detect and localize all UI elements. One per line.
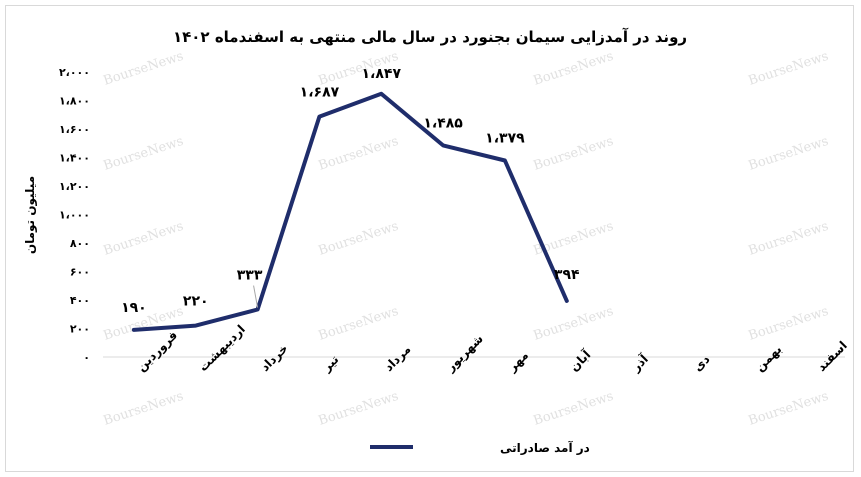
chart-frame: [5, 5, 854, 472]
x-tick-label: مرداد: [381, 342, 413, 374]
data-label: ۱،۳۷۹: [485, 130, 525, 146]
y-tick-label: ۰: [83, 351, 90, 364]
y-tick-label: ۸۰۰: [70, 237, 90, 250]
watermark-text: BourseNews: [747, 304, 831, 344]
y-tick-label: ۱،۶۰۰: [59, 123, 90, 136]
data-label: ۱،۸۴۷: [362, 66, 402, 82]
y-tick-label: ۱،۲۰۰: [59, 180, 90, 193]
y-tick-label: ۲۰۰: [70, 323, 90, 336]
watermark-text: BourseNews: [317, 219, 401, 259]
watermark-text: BourseNews: [102, 389, 186, 429]
watermark-text: BourseNews: [747, 219, 831, 259]
x-axis-ticks: فروردین اردیبهشت خرداد تیر مرداد شهریور مهر آبا…: [134, 322, 850, 375]
watermark-text: BourseNews: [747, 389, 831, 429]
x-tick-label: آذر: [627, 351, 651, 375]
x-tick-label: شهریور: [443, 332, 487, 376]
watermark-layer: BourseNews BourseNews BourseNews BourseNews…: [102, 49, 831, 429]
watermark-text: BourseNews: [102, 134, 186, 174]
watermark-text: BourseNews: [747, 134, 831, 174]
data-label: ۱،۴۸۵: [423, 115, 463, 131]
y-tick-label: ۱،۴۰۰: [59, 152, 90, 165]
y-tick-label: ۱،۸۰۰: [59, 95, 90, 108]
x-tick-label: فروردین: [134, 328, 181, 375]
watermark-text: BourseNews: [532, 134, 616, 174]
y-axis-label: میلیون تومان: [23, 176, 38, 254]
watermark-text: BourseNews: [317, 304, 401, 344]
x-tick-label: آبان: [566, 346, 594, 374]
data-label: ۳۳۳: [237, 268, 263, 284]
x-tick-label: خرداد: [258, 341, 291, 374]
y-tick-label: ۲،۰۰۰: [59, 66, 90, 79]
data-label-leader: [253, 285, 259, 308]
legend: در آمد صادراتی: [370, 440, 590, 455]
watermark-text: BourseNews: [102, 49, 186, 89]
y-tick-label: ۴۰۰: [70, 294, 90, 307]
y-axis-ticks: ۰ ۲۰۰ ۴۰۰ ۶۰۰ ۸۰۰ ۱،۰۰۰ ۱،۲۰۰ ۱،۴۰۰ ۱،۶۰۰ ۱،۸۰۰ ۲،…: [59, 66, 90, 364]
x-tick-label: بهمن: [752, 342, 784, 374]
x-tick-label: دی: [691, 352, 713, 374]
data-labels: ۱۹۰ ۲۲۰ ۳۳۳ ۱،۶۸۷ ۱،۸۴۷ ۱،۴۸۵ ۱،۳۷۹ ۳۹۴: [121, 66, 580, 316]
series-line: [131, 91, 569, 332]
watermark-text: BourseNews: [532, 389, 616, 429]
chart-title: روند در آمدزایی سیمان بجنورد در سال مالی…: [173, 28, 687, 46]
watermark-text: BourseNews: [102, 219, 186, 259]
y-tick-label: ۱،۰۰۰: [59, 209, 90, 222]
data-label: ۳۹۴: [554, 267, 580, 283]
y-tick-label: ۶۰۰: [70, 266, 90, 279]
legend-label: در آمد صادراتی: [500, 440, 590, 455]
watermark-text: BourseNews: [532, 49, 616, 89]
data-label: ۱۹۰: [121, 300, 147, 316]
watermark-text: BourseNews: [532, 304, 616, 344]
x-tick-label: اردیبهشت: [196, 322, 248, 374]
data-label: ۲۲۰: [183, 294, 209, 310]
x-tick-label: مهر: [504, 348, 531, 375]
watermark-text: BourseNews: [317, 389, 401, 429]
x-tick-label: تیر: [319, 352, 342, 375]
watermark-text: BourseNews: [317, 134, 401, 174]
data-label: ۱،۶۸۷: [300, 85, 340, 101]
watermark-text: BourseNews: [747, 49, 831, 89]
x-tick-label: اسفند: [814, 338, 850, 374]
